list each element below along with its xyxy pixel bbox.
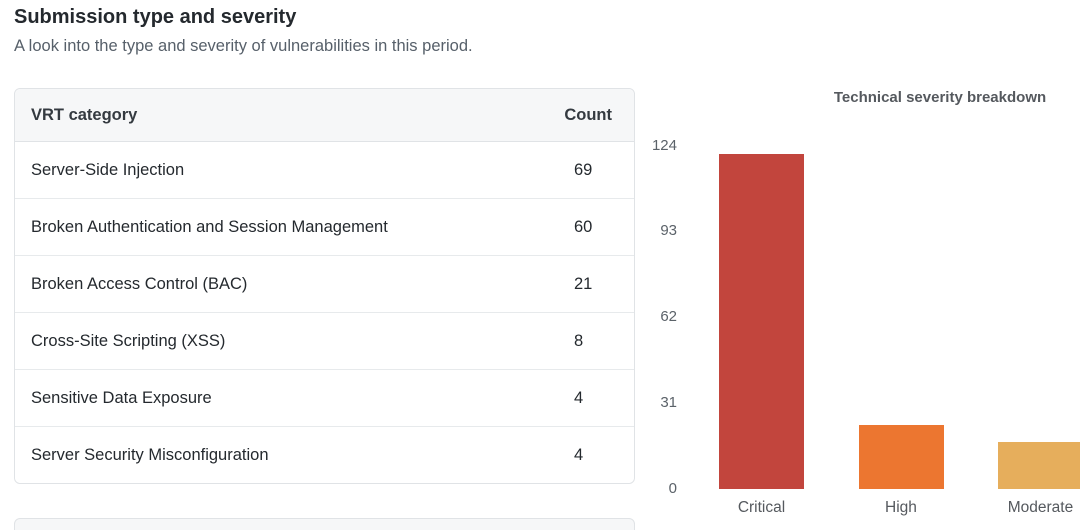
- x-axis-label-critical: Critical: [737, 499, 786, 516]
- chart-title: Technical severity breakdown: [833, 89, 1047, 106]
- bar-critical: [719, 153, 804, 489]
- y-axis-tick-label: 124: [651, 136, 677, 154]
- table-body: Server-Side Injection 69 Broken Authentica…: [15, 142, 634, 483]
- y-axis-tick-label: 62: [660, 308, 677, 326]
- cell-vrt-category: Server Security Misconfiguration: [31, 445, 269, 464]
- cell-count: 8: [574, 331, 584, 350]
- y-axis-tick-label: 0: [668, 480, 677, 497]
- bar-high: [858, 425, 944, 489]
- cell-vrt-category: Cross-Site Scripting (XSS): [31, 331, 226, 350]
- column-header-count: Count: [564, 105, 612, 124]
- table-row: Server Security Misconfiguration 4: [15, 427, 634, 483]
- y-axis-tick-label: 93: [660, 222, 677, 240]
- table-row: Server-Side Injection 69: [15, 142, 634, 199]
- page-subtitle: A look into the type and severity of vul…: [14, 37, 473, 55]
- table-header-row: VRT category Count: [15, 89, 634, 142]
- x-axis-label-moderate: Moderate: [1007, 499, 1074, 516]
- next-panel-header-cutoff: [14, 518, 635, 530]
- table-row: Cross-Site Scripting (XSS) 8: [15, 313, 634, 370]
- x-axis-label-high: High: [885, 499, 917, 516]
- table-row: Sensitive Data Exposure 4: [15, 370, 634, 427]
- column-header-vrt-category: VRT category: [31, 105, 138, 124]
- cell-count: 4: [574, 388, 584, 407]
- vrt-category-table: VRT category Count Server-Side Injection…: [14, 88, 635, 484]
- cell-count: 21: [574, 274, 593, 293]
- bar-moderate: [998, 441, 1080, 489]
- cell-vrt-category: Broken Authentication and Session Manage…: [31, 217, 388, 236]
- y-axis-tick-label: 31: [660, 394, 677, 412]
- cell-vrt-category: Broken Access Control (BAC): [31, 274, 248, 293]
- cell-vrt-category: Sensitive Data Exposure: [31, 388, 212, 407]
- cell-count: 4: [574, 445, 584, 464]
- page-title: Submission type and severity: [14, 6, 297, 28]
- table-row: Broken Authentication and Session Manage…: [15, 199, 634, 256]
- cell-count: 60: [574, 217, 593, 236]
- cell-vrt-category: Server-Side Injection: [31, 160, 185, 179]
- table-row: Broken Access Control (BAC) 21: [15, 256, 634, 313]
- cell-count: 69: [574, 160, 593, 179]
